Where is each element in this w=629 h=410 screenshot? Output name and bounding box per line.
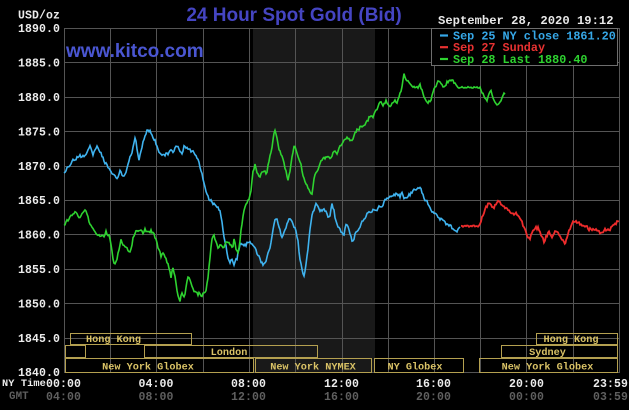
svg-text:NY Globex: NY Globex <box>387 362 442 374</box>
svg-text:New York NYMEX: New York NYMEX <box>270 362 356 374</box>
svg-text:12:00: 12:00 <box>324 378 359 391</box>
svg-text:NY Time: NY Time <box>2 378 46 390</box>
svg-text:1880.0: 1880.0 <box>18 92 60 105</box>
svg-text:1850.0: 1850.0 <box>18 298 60 311</box>
svg-text:08:00: 08:00 <box>138 391 173 404</box>
svg-text:04:00: 04:00 <box>138 378 173 391</box>
svg-text:New York Globex: New York Globex <box>502 362 594 374</box>
svg-text:00:00: 00:00 <box>509 391 544 404</box>
svg-text:Hong Kong: Hong Kong <box>86 335 141 346</box>
svg-text:1845.0: 1845.0 <box>18 333 60 346</box>
svg-text:1860.0: 1860.0 <box>18 230 60 243</box>
svg-text:1865.0: 1865.0 <box>18 195 60 208</box>
svg-text:Sep 27 Sunday: Sep 27 Sunday <box>453 41 545 55</box>
svg-text:1885.0: 1885.0 <box>18 58 60 71</box>
svg-text:00:00: 00:00 <box>46 378 81 391</box>
svg-text:Sep 25 NY close 1861.20: Sep 25 NY close 1861.20 <box>453 30 616 44</box>
svg-text:03:59: 03:59 <box>593 391 628 404</box>
svg-text:USD/oz: USD/oz <box>18 10 60 23</box>
svg-text:1890.0: 1890.0 <box>18 23 60 36</box>
svg-text:1840.0: 1840.0 <box>18 367 60 380</box>
svg-text:20:00: 20:00 <box>509 378 544 391</box>
svg-text:23:59: 23:59 <box>593 378 628 391</box>
svg-text:Sep 28 Last 1880.40: Sep 28 Last 1880.40 <box>453 53 588 67</box>
svg-text:12:00: 12:00 <box>231 391 266 404</box>
svg-text:1870.0: 1870.0 <box>18 161 60 174</box>
svg-text:London: London <box>211 347 248 359</box>
svg-text:04:00: 04:00 <box>46 391 81 404</box>
svg-text:20:00: 20:00 <box>416 391 451 404</box>
svg-text:New York Globex: New York Globex <box>102 362 194 374</box>
svg-text:16:00: 16:00 <box>324 391 359 404</box>
svg-text:1855.0: 1855.0 <box>18 264 60 277</box>
svg-text:GMT: GMT <box>9 391 29 403</box>
svg-text:1875.0: 1875.0 <box>18 126 60 139</box>
svg-text:Sydney: Sydney <box>529 347 566 359</box>
svg-text:08:00: 08:00 <box>231 378 266 391</box>
svg-text:September 28, 2020 19:12: September 28, 2020 19:12 <box>438 14 614 28</box>
svg-text:16:00: 16:00 <box>416 378 451 391</box>
svg-text:Hong Kong: Hong Kong <box>543 335 598 346</box>
